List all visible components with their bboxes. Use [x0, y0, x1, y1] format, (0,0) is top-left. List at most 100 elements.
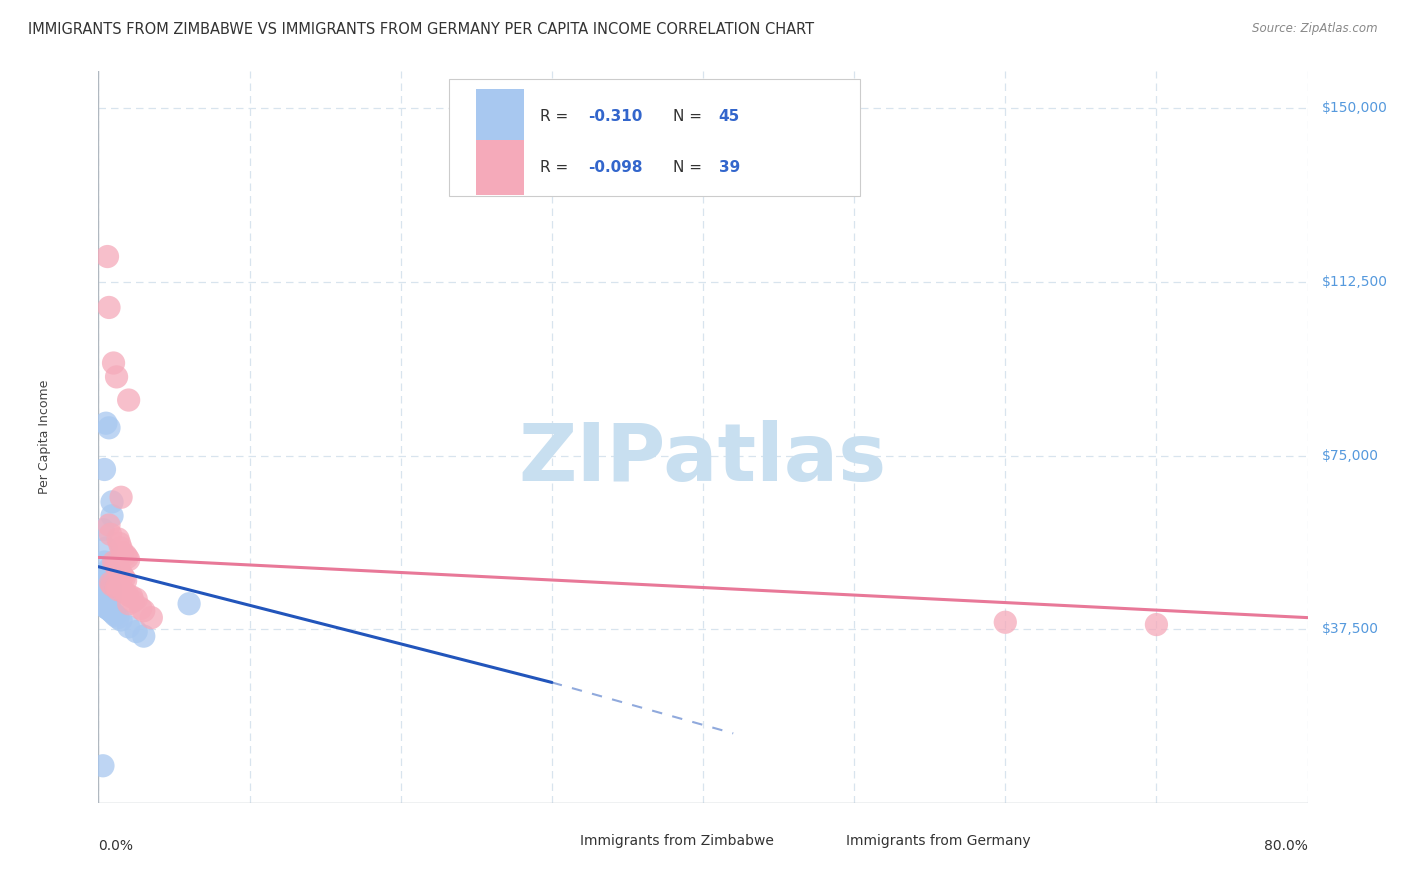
Point	[94, 597, 117, 611]
Point	[96, 250, 118, 264]
Point	[108, 565, 131, 579]
Point	[91, 758, 114, 772]
Point	[98, 579, 121, 593]
Point	[103, 606, 125, 620]
Point	[177, 597, 201, 611]
Text: 80.0%: 80.0%	[1264, 839, 1308, 854]
Point	[112, 571, 135, 585]
FancyBboxPatch shape	[449, 78, 860, 195]
Point	[98, 562, 121, 576]
Point	[118, 597, 141, 611]
Text: -0.098: -0.098	[588, 161, 643, 176]
Point	[100, 575, 122, 590]
Text: 45: 45	[718, 109, 740, 124]
Point	[91, 591, 114, 606]
Point	[105, 370, 128, 384]
Text: 0.0%: 0.0%	[98, 839, 134, 854]
Point	[111, 546, 134, 560]
FancyBboxPatch shape	[475, 89, 524, 145]
Text: R =: R =	[540, 161, 572, 176]
Point	[93, 599, 115, 613]
Point	[94, 541, 117, 556]
FancyBboxPatch shape	[538, 825, 572, 855]
Point	[112, 585, 135, 599]
Point	[122, 594, 145, 608]
Point	[100, 590, 122, 604]
Point	[98, 596, 121, 610]
Point	[98, 588, 121, 602]
Text: Immigrants from Zimbabwe: Immigrants from Zimbabwe	[579, 834, 773, 847]
Point	[114, 574, 136, 588]
Point	[107, 582, 129, 597]
Point	[1144, 617, 1167, 632]
Point	[96, 586, 118, 600]
Text: N =: N =	[672, 109, 707, 124]
Point	[118, 620, 141, 634]
Text: Immigrants from Germany: Immigrants from Germany	[845, 834, 1031, 847]
Point	[108, 536, 131, 550]
Point	[104, 558, 127, 572]
Point	[98, 421, 121, 435]
Text: $150,000: $150,000	[1322, 102, 1388, 115]
Point	[118, 392, 141, 407]
Point	[110, 566, 132, 581]
Point	[107, 562, 129, 576]
Point	[115, 550, 138, 565]
Point	[125, 592, 148, 607]
Point	[101, 508, 124, 523]
Point	[101, 578, 124, 592]
Point	[96, 565, 118, 579]
Point	[110, 541, 132, 556]
Point	[93, 555, 115, 569]
Point	[994, 615, 1017, 630]
Text: R =: R =	[540, 109, 572, 124]
Text: IMMIGRANTS FROM ZIMBABWE VS IMMIGRANTS FROM GERMANY PER CAPITA INCOME CORRELATIO: IMMIGRANTS FROM ZIMBABWE VS IMMIGRANTS F…	[28, 22, 814, 37]
Point	[98, 301, 121, 315]
Point	[111, 569, 134, 583]
Point	[93, 592, 115, 607]
Point	[94, 569, 117, 583]
Point	[129, 601, 152, 615]
Point	[125, 624, 148, 639]
Point	[107, 532, 129, 546]
Point	[104, 608, 127, 623]
Point	[118, 553, 141, 567]
Point	[100, 527, 122, 541]
Text: $37,500: $37,500	[1322, 623, 1379, 636]
Point	[100, 566, 122, 581]
Point	[94, 575, 117, 590]
Point	[93, 574, 115, 588]
Point	[121, 590, 143, 604]
Point	[110, 613, 132, 627]
Point	[115, 587, 138, 601]
Point	[94, 416, 117, 430]
FancyBboxPatch shape	[804, 825, 838, 855]
Point	[93, 583, 115, 598]
Text: -0.310: -0.310	[588, 109, 643, 124]
Point	[105, 559, 128, 574]
Point	[96, 598, 118, 612]
Point	[91, 523, 114, 537]
Point	[101, 605, 124, 619]
Point	[132, 604, 155, 618]
Point	[141, 610, 163, 624]
Point	[100, 604, 122, 618]
Point	[94, 600, 117, 615]
Text: $75,000: $75,000	[1322, 449, 1379, 463]
Text: $112,500: $112,500	[1322, 275, 1388, 289]
Point	[103, 356, 125, 370]
Point	[132, 629, 155, 643]
Point	[94, 593, 117, 607]
Text: 39: 39	[718, 161, 740, 176]
Point	[107, 610, 129, 624]
Point	[105, 581, 128, 595]
Text: N =: N =	[672, 161, 707, 176]
Point	[110, 490, 132, 504]
Point	[96, 578, 118, 592]
Point	[103, 555, 125, 569]
Point	[98, 518, 121, 533]
Point	[93, 462, 115, 476]
Point	[96, 594, 118, 608]
Point	[94, 585, 117, 599]
Point	[100, 582, 122, 596]
